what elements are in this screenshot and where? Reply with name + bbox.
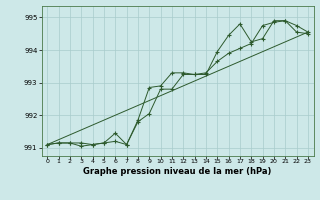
- X-axis label: Graphe pression niveau de la mer (hPa): Graphe pression niveau de la mer (hPa): [84, 167, 272, 176]
